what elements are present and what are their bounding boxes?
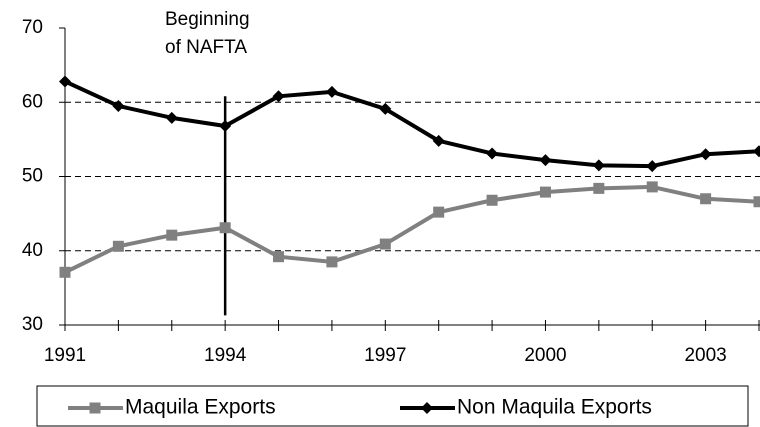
x-tick-label: 1991 — [44, 345, 86, 366]
marker — [593, 182, 605, 194]
series-line — [64, 184, 760, 275]
marker — [165, 111, 178, 124]
marker — [89, 402, 101, 414]
marker — [59, 266, 71, 278]
marker — [700, 193, 712, 205]
y-tick-label: 30 — [22, 314, 43, 335]
marker — [646, 181, 658, 193]
marker — [432, 134, 445, 147]
series-line — [64, 79, 760, 169]
legend-label: Non Maquila Exports — [457, 396, 652, 419]
marker — [421, 402, 433, 414]
marker — [166, 229, 178, 241]
marker — [112, 99, 125, 112]
x-tick-label: 1997 — [364, 345, 406, 366]
y-tick-label: 70 — [22, 17, 43, 38]
marker — [326, 256, 338, 268]
legend-box — [36, 385, 749, 427]
marker — [325, 85, 338, 98]
marker — [592, 159, 605, 172]
marker — [753, 145, 760, 158]
marker — [272, 90, 285, 103]
marker — [539, 186, 551, 198]
x-tick-label: 2003 — [684, 345, 726, 366]
legend-label: Maquila Exports — [125, 396, 276, 419]
marker — [486, 194, 498, 206]
y-tick-label: 50 — [22, 166, 43, 187]
marker — [433, 206, 445, 218]
annotation-text: Beginning — [165, 9, 250, 30]
marker — [219, 222, 231, 234]
marker — [699, 148, 712, 161]
marker — [379, 102, 392, 115]
marker — [379, 238, 391, 250]
marker — [219, 120, 232, 133]
annotation-text: of NAFTA — [165, 37, 247, 58]
x-tick-label: 1994 — [204, 345, 247, 366]
marker — [112, 240, 124, 252]
y-tick-label: 60 — [22, 91, 43, 112]
marker — [646, 160, 659, 173]
y-tick-label: 40 — [22, 240, 43, 261]
marker — [273, 251, 285, 263]
x-tick-label: 2000 — [524, 345, 566, 366]
marker — [486, 147, 499, 160]
marker — [539, 154, 552, 167]
marker — [753, 196, 760, 208]
marker — [59, 75, 71, 88]
